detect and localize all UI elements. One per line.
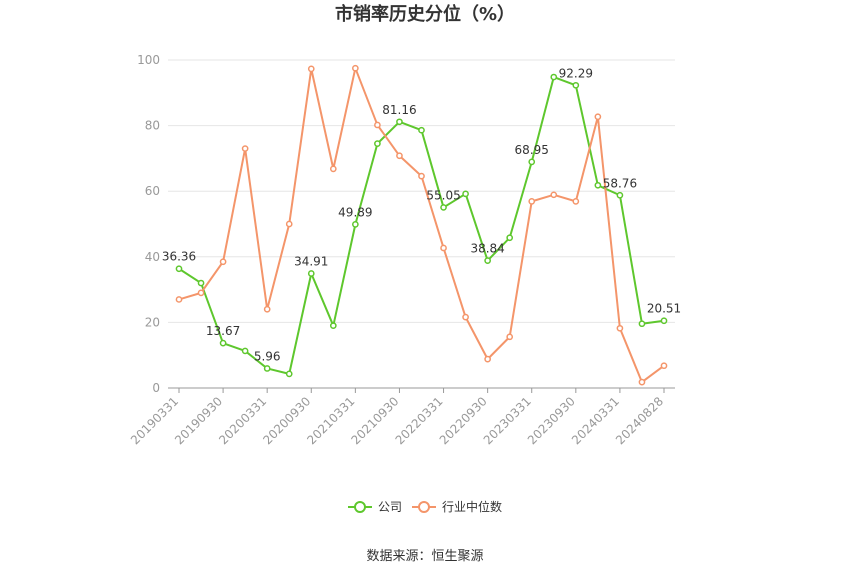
data-point bbox=[440, 204, 447, 211]
y-tick-label: 40 bbox=[145, 250, 160, 264]
data-label: 5.96 bbox=[254, 349, 281, 363]
plot-area bbox=[175, 64, 668, 386]
y-tick-label: 80 bbox=[145, 119, 160, 133]
data-point bbox=[616, 324, 624, 332]
data-point bbox=[329, 322, 337, 330]
legend-marker-company bbox=[354, 501, 366, 513]
data-point bbox=[285, 220, 293, 228]
legend-item-company[interactable]: 公司 bbox=[348, 500, 402, 514]
data-point bbox=[241, 347, 249, 355]
data-point bbox=[506, 234, 514, 242]
data-point bbox=[329, 165, 337, 173]
data-point bbox=[396, 118, 403, 126]
data-point bbox=[572, 81, 580, 89]
data-point bbox=[660, 362, 668, 370]
data-point bbox=[307, 65, 315, 73]
data-point bbox=[197, 289, 205, 297]
y-tick-label: 100 bbox=[137, 53, 160, 67]
series-line-1 bbox=[178, 67, 665, 384]
legend-label-industry-median: 行业中位数 bbox=[442, 499, 502, 514]
data-point bbox=[462, 313, 469, 321]
data-label: 20.51 bbox=[647, 302, 681, 316]
data-point bbox=[219, 258, 227, 266]
data-point bbox=[263, 365, 271, 372]
data-point bbox=[572, 198, 580, 205]
data-label: 58.76 bbox=[603, 176, 637, 190]
data-point bbox=[550, 73, 558, 81]
legend-item-industry-median[interactable]: 行业中位数 bbox=[412, 499, 502, 514]
data-label: 34.91 bbox=[294, 254, 328, 268]
y-tick-label: 0 bbox=[152, 381, 160, 395]
data-point bbox=[484, 257, 491, 264]
x-tick-label: 20240828 bbox=[613, 394, 666, 447]
data-point bbox=[374, 121, 381, 129]
data-point bbox=[660, 317, 668, 325]
y-axis: 0 20 40 60 80 100 bbox=[137, 53, 160, 395]
data-point bbox=[550, 191, 558, 199]
data-point bbox=[484, 355, 491, 363]
x-axis: 2019033120190930202003312020093020210331… bbox=[128, 387, 675, 447]
data-point bbox=[594, 181, 602, 189]
data-point bbox=[241, 145, 249, 152]
data-point bbox=[528, 198, 536, 205]
data-label: 13.67 bbox=[206, 324, 240, 338]
data-point bbox=[506, 333, 514, 341]
data-point bbox=[418, 126, 425, 134]
data-point bbox=[396, 152, 403, 160]
legend-label-company: 公司 bbox=[378, 500, 402, 514]
data-point bbox=[638, 378, 646, 386]
data-point bbox=[197, 279, 205, 287]
data-point bbox=[462, 190, 469, 198]
legend[interactable]: 公司 行业中位数 bbox=[348, 499, 502, 514]
y-tick-label: 20 bbox=[145, 315, 160, 329]
legend-marker-industry-median bbox=[418, 501, 430, 513]
data-label: 92.29 bbox=[559, 66, 593, 80]
source-note: 数据来源：恒生聚源 bbox=[366, 549, 483, 564]
data-point bbox=[418, 172, 425, 180]
data-point bbox=[307, 270, 315, 277]
data-point bbox=[352, 221, 359, 228]
data-label: 68.95 bbox=[515, 143, 549, 157]
data-point bbox=[285, 370, 293, 378]
data-label: 36.36 bbox=[162, 250, 196, 264]
data-point bbox=[263, 305, 271, 313]
data-point bbox=[440, 244, 447, 252]
data-labels: 36.36 13.67 5.96 34.91 49.89 81.16 55.05 38.84 6… bbox=[162, 66, 681, 363]
data-point bbox=[374, 140, 381, 147]
data-point bbox=[175, 265, 183, 273]
data-point bbox=[175, 296, 183, 303]
data-point bbox=[528, 158, 536, 166]
data-label: 38.84 bbox=[470, 242, 504, 256]
data-point bbox=[616, 191, 624, 199]
data-label: 81.16 bbox=[382, 103, 416, 117]
data-point bbox=[638, 320, 646, 328]
data-point bbox=[594, 113, 602, 121]
data-point bbox=[352, 64, 359, 72]
data-label: 55.05 bbox=[426, 188, 460, 202]
chart-title: 市销率历史分位（%） bbox=[335, 3, 515, 25]
y-tick-label: 60 bbox=[145, 184, 160, 198]
grid bbox=[168, 59, 675, 323]
data-label: 49.89 bbox=[338, 205, 372, 219]
series-line-0 bbox=[178, 76, 665, 375]
data-point bbox=[219, 339, 227, 347]
